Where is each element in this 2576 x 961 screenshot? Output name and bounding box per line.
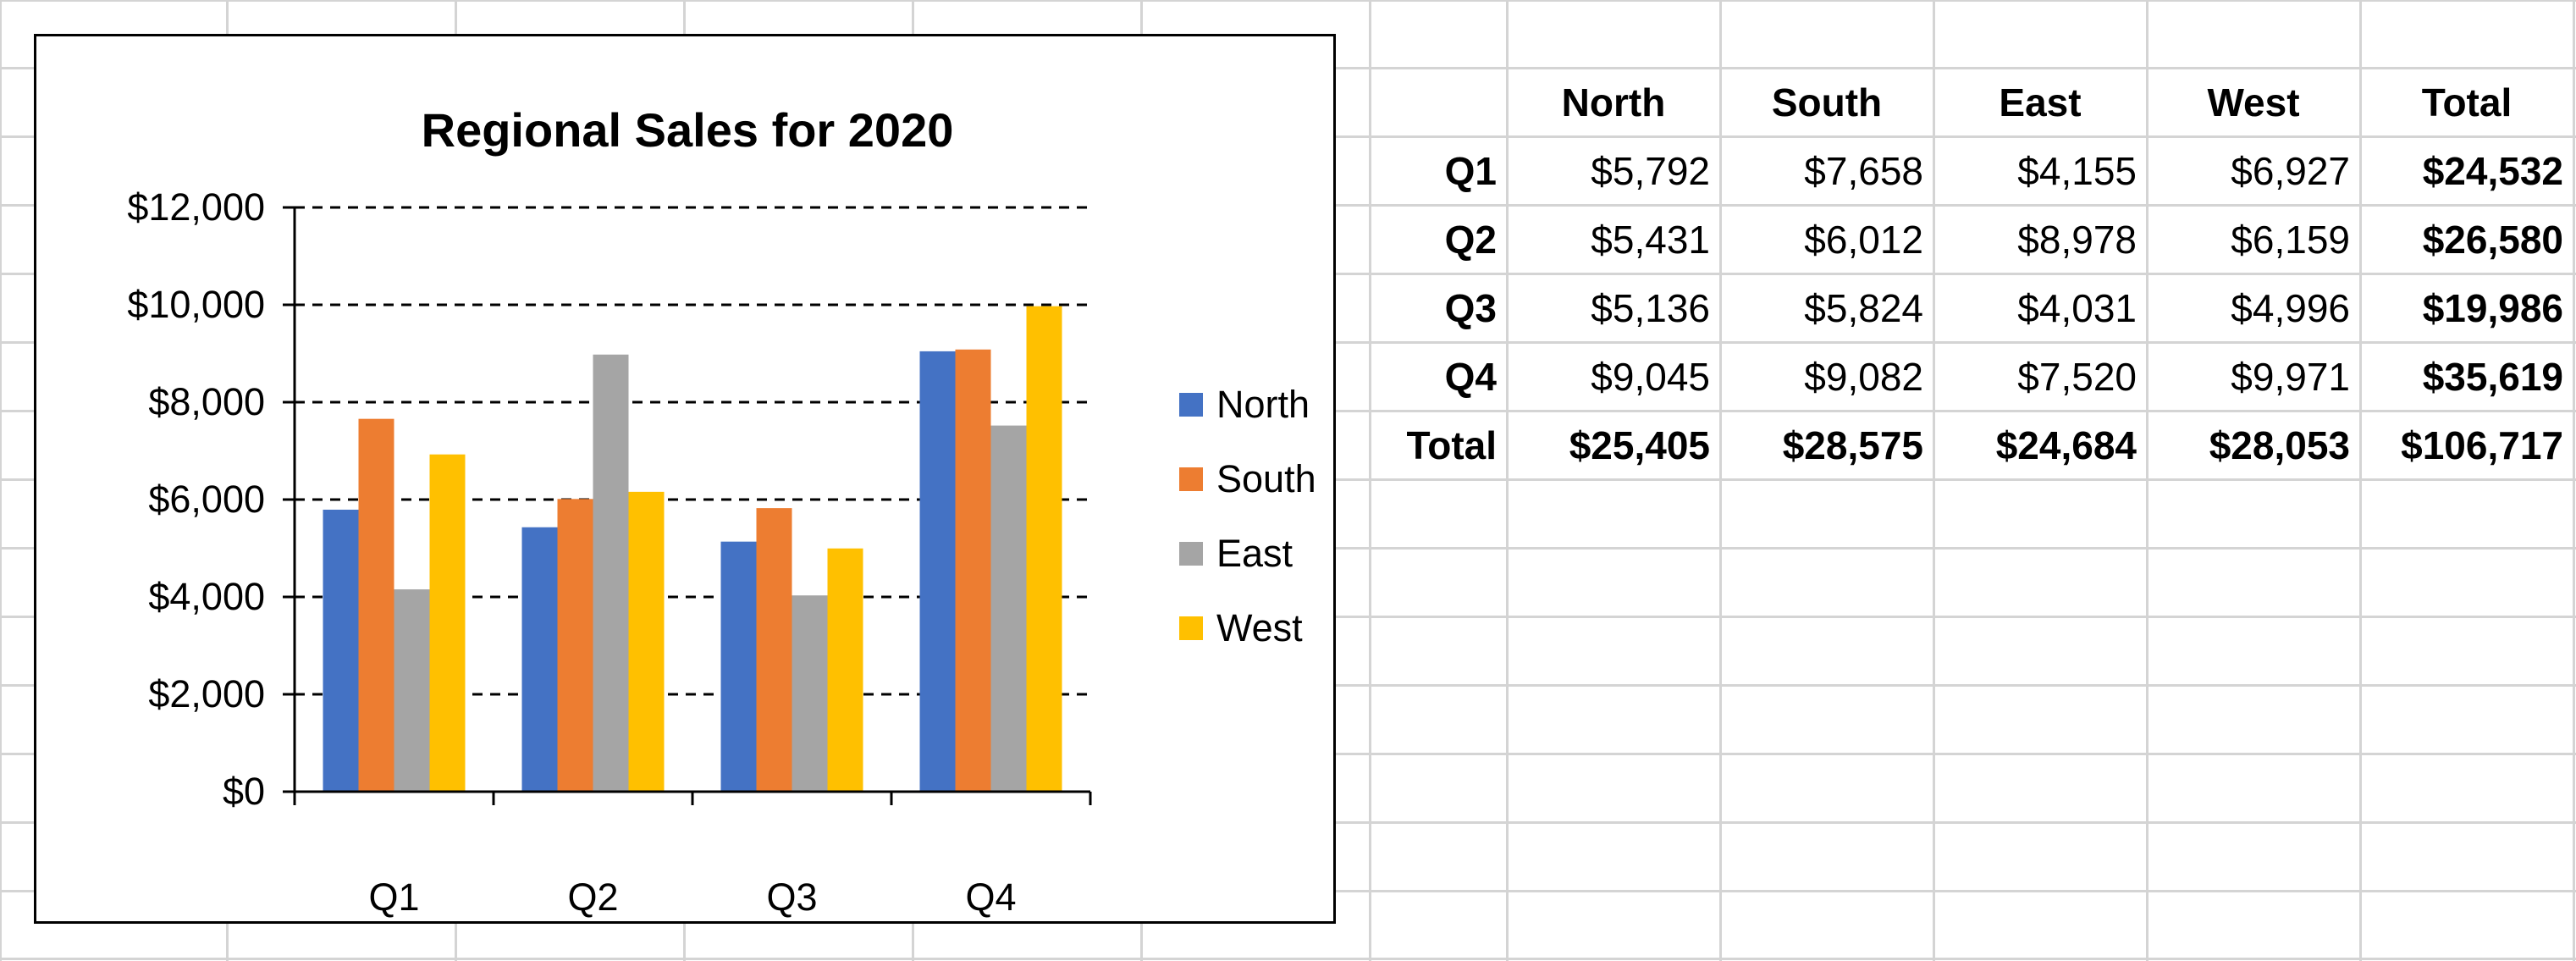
bar-south-q2[interactable] xyxy=(557,499,593,792)
y-tick-label: $10,000 xyxy=(127,283,265,326)
row-label[interactable]: Q3 xyxy=(1444,286,1497,330)
bar-east-q3[interactable] xyxy=(792,595,828,792)
bar-west-q4[interactable] xyxy=(1026,306,1062,793)
grand-total-cell[interactable]: $106,717 xyxy=(2401,423,2563,467)
table-cell[interactable]: $5,431 xyxy=(1591,218,1710,262)
row-label[interactable]: Q2 xyxy=(1444,218,1497,262)
row-total-cell[interactable]: $35,619 xyxy=(2422,355,2563,399)
column-total-cell[interactable]: $28,575 xyxy=(1782,423,1923,467)
x-tick-label: Q1 xyxy=(368,875,420,919)
x-tick-label: Q4 xyxy=(965,875,1017,919)
table-cell[interactable]: $7,658 xyxy=(1804,149,1923,193)
table-cell[interactable]: $4,996 xyxy=(2231,286,2350,330)
row-label[interactable]: Q1 xyxy=(1444,149,1497,193)
bar-south-q3[interactable] xyxy=(756,508,792,792)
chart-plot xyxy=(283,206,1092,805)
x-tick-label: Q2 xyxy=(567,875,619,919)
table-cell[interactable]: $5,824 xyxy=(1804,286,1923,330)
table-cell[interactable]: $4,155 xyxy=(2017,149,2137,193)
legend-swatch xyxy=(1179,542,1203,566)
table-cell[interactable]: $6,927 xyxy=(2231,149,2350,193)
column-header[interactable]: South xyxy=(1771,80,1883,124)
bar-north-q1[interactable] xyxy=(323,509,359,792)
table-cell[interactable]: $5,136 xyxy=(1591,286,1710,330)
legend-swatch xyxy=(1179,467,1203,491)
bar-west-q2[interactable] xyxy=(628,491,665,792)
table-cell[interactable]: $5,792 xyxy=(1591,149,1710,193)
column-total-cell[interactable]: $28,053 xyxy=(2209,423,2350,467)
column-header[interactable]: Total xyxy=(2421,80,2513,124)
table-cell[interactable]: $4,031 xyxy=(2017,286,2137,330)
y-tick-label: $6,000 xyxy=(148,478,265,521)
legend-label: East xyxy=(1216,532,1294,575)
chart-title: Regional Sales for 2020 xyxy=(421,103,954,157)
bar-south-q1[interactable] xyxy=(358,418,394,792)
legend-label: West xyxy=(1216,606,1303,649)
bar-east-q2[interactable] xyxy=(593,354,629,792)
table-cell[interactable]: $7,520 xyxy=(2017,355,2137,399)
row-label[interactable]: Q4 xyxy=(1444,355,1497,399)
legend-swatch xyxy=(1179,393,1203,417)
column-total-cell[interactable]: $24,684 xyxy=(1995,423,2137,467)
legend-swatch xyxy=(1179,616,1203,640)
table-cell[interactable]: $9,971 xyxy=(2231,355,2350,399)
column-total-cell[interactable]: $25,405 xyxy=(1569,423,1710,467)
bar-east-q1[interactable] xyxy=(394,589,430,792)
bar-east-q4[interactable] xyxy=(990,425,1027,792)
chart-area[interactable]: Regional Sales for 2020 $0 $2,000 $4,000 $6… xyxy=(34,34,1336,924)
bar-west-q3[interactable] xyxy=(827,548,863,792)
bar-north-q4[interactable] xyxy=(919,351,956,793)
bar-west-q1[interactable] xyxy=(429,454,466,792)
table-cell[interactable]: $6,159 xyxy=(2231,218,2350,262)
column-header[interactable]: North xyxy=(1561,80,1666,124)
table-cell[interactable]: $8,978 xyxy=(2017,218,2137,262)
row-total-cell[interactable]: $19,986 xyxy=(2422,286,2563,330)
y-tick-label: $12,000 xyxy=(127,185,265,229)
legend-label: North xyxy=(1216,383,1310,426)
column-header[interactable]: West xyxy=(2207,80,2300,124)
bar-north-q3[interactable] xyxy=(720,541,757,792)
table-cell[interactable]: $9,045 xyxy=(1591,355,1710,399)
bar-south-q4[interactable] xyxy=(955,349,991,792)
y-tick-label: $8,000 xyxy=(148,380,265,423)
column-header[interactable]: East xyxy=(1999,80,2082,124)
y-tick-label: $0 xyxy=(222,770,265,813)
table-cell[interactable]: $6,012 xyxy=(1804,218,1923,262)
row-total-cell[interactable]: $24,532 xyxy=(2422,149,2563,193)
table-cell[interactable]: $9,082 xyxy=(1804,355,1923,399)
y-tick-label: $4,000 xyxy=(148,575,265,618)
row-total-cell[interactable]: $26,580 xyxy=(2422,218,2563,262)
legend-label: South xyxy=(1216,457,1316,500)
y-tick-label: $2,000 xyxy=(148,672,265,715)
x-tick-label: Q3 xyxy=(766,875,818,919)
totals-row-label[interactable]: Total xyxy=(1406,423,1497,467)
bar-north-q2[interactable] xyxy=(521,527,558,792)
